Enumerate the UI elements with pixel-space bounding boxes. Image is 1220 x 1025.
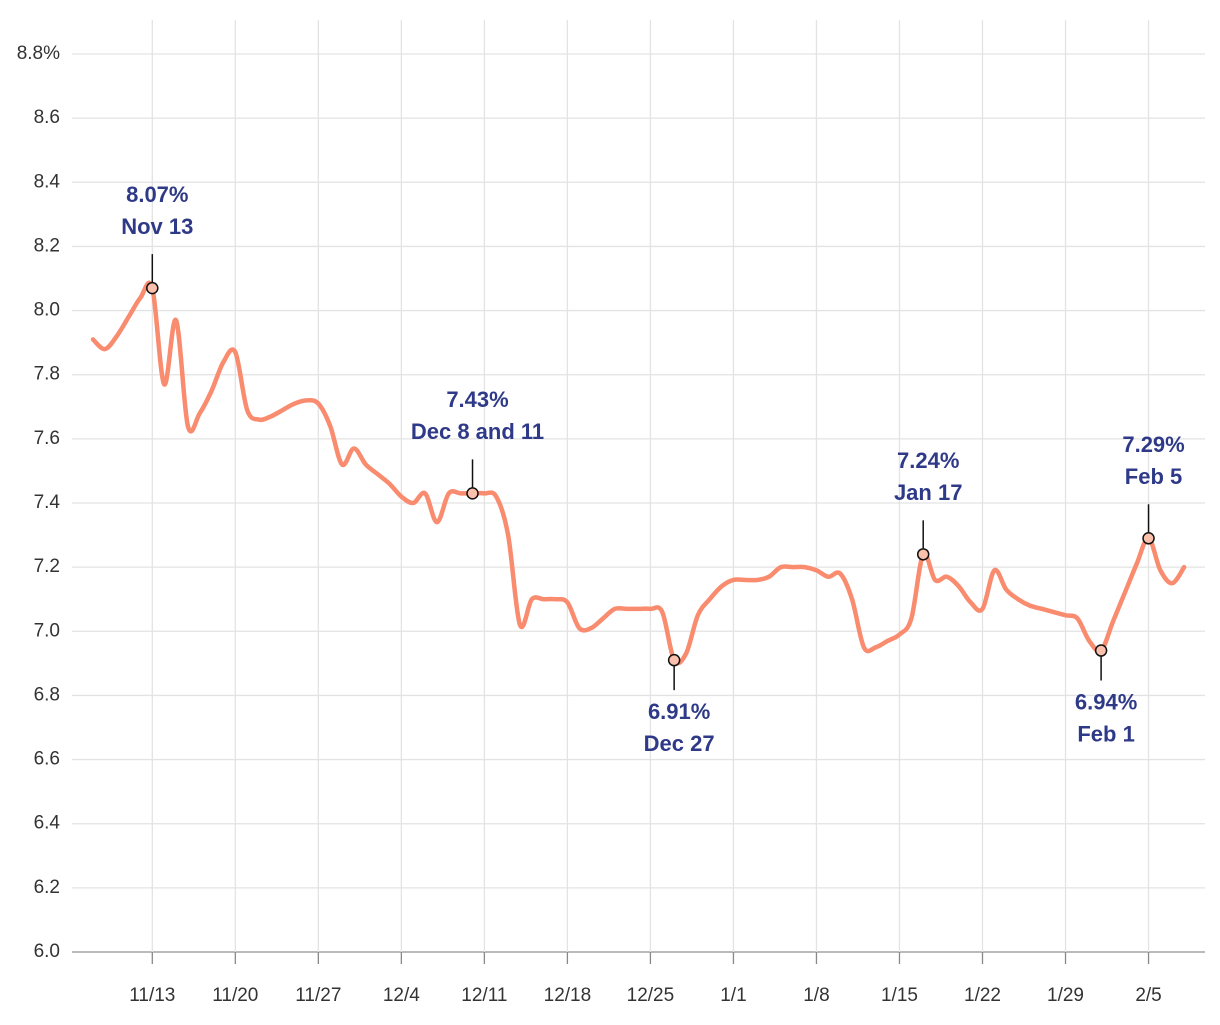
y-tick-label: 8.2 <box>34 235 60 256</box>
x-tick-label: 12/4 <box>383 985 420 1006</box>
y-tick-label: 8.0 <box>34 300 60 321</box>
y-tick-label: 6.0 <box>34 941 60 962</box>
annotation-value: 7.29% <box>1122 432 1184 457</box>
y-tick-label: 6.8 <box>34 684 60 705</box>
y-tick-label: 7.0 <box>34 620 60 641</box>
annotation-value: 7.24% <box>897 448 959 473</box>
annotation-value: 6.94% <box>1075 689 1137 714</box>
y-tick-label: 8.6 <box>34 107 60 128</box>
annotation-date: Feb 5 <box>1125 464 1182 489</box>
x-tick-label: 1/1 <box>720 985 746 1006</box>
annotation-marker <box>667 653 681 667</box>
annotation-date: Dec 8 and 11 <box>411 419 544 444</box>
annotation-date: Feb 1 <box>1077 721 1134 746</box>
annotation-date: Nov 13 <box>121 214 193 239</box>
x-tick-label: 12/11 <box>461 985 507 1006</box>
y-tick-label: 6.6 <box>34 749 60 770</box>
annotation-marker <box>1142 532 1155 545</box>
x-tick-label: 1/8 <box>803 985 829 1006</box>
x-tick-label: 2/5 <box>1135 985 1161 1006</box>
x-tick-label: 1/22 <box>964 985 1001 1006</box>
x-tick-label: 12/18 <box>544 985 592 1006</box>
annotation-marker <box>1094 644 1108 657</box>
x-tick-label: 11/13 <box>129 985 175 1006</box>
x-tick-label: 1/15 <box>881 985 918 1006</box>
annotation-date: Dec 27 <box>644 731 715 756</box>
annotation-value: 6.91% <box>648 699 710 724</box>
annotation-date: Jan 17 <box>894 480 963 505</box>
y-tick-label: 7.4 <box>34 492 61 513</box>
annotation-marker <box>146 281 159 295</box>
annotation-marker <box>466 487 479 500</box>
x-tick-label: 12/25 <box>627 985 675 1006</box>
annotation-marker <box>916 548 930 561</box>
y-tick-label: 7.2 <box>34 556 60 577</box>
x-tick-label: 11/27 <box>295 985 341 1006</box>
y-tick-label: 6.2 <box>34 877 60 898</box>
x-tick-label: 11/20 <box>212 985 258 1006</box>
y-tick-label: 7.6 <box>34 428 60 449</box>
annotation-value: 7.43% <box>446 387 508 412</box>
y-tick-label: 8.4 <box>34 171 61 192</box>
y-tick-label: 8.8% <box>17 43 60 64</box>
line-series <box>90 280 1187 666</box>
annotation-value: 8.07% <box>126 182 188 207</box>
y-tick-label: 6.4 <box>34 813 61 834</box>
y-tick-label: 7.8 <box>34 364 60 385</box>
x-tick-label: 1/29 <box>1047 985 1084 1006</box>
